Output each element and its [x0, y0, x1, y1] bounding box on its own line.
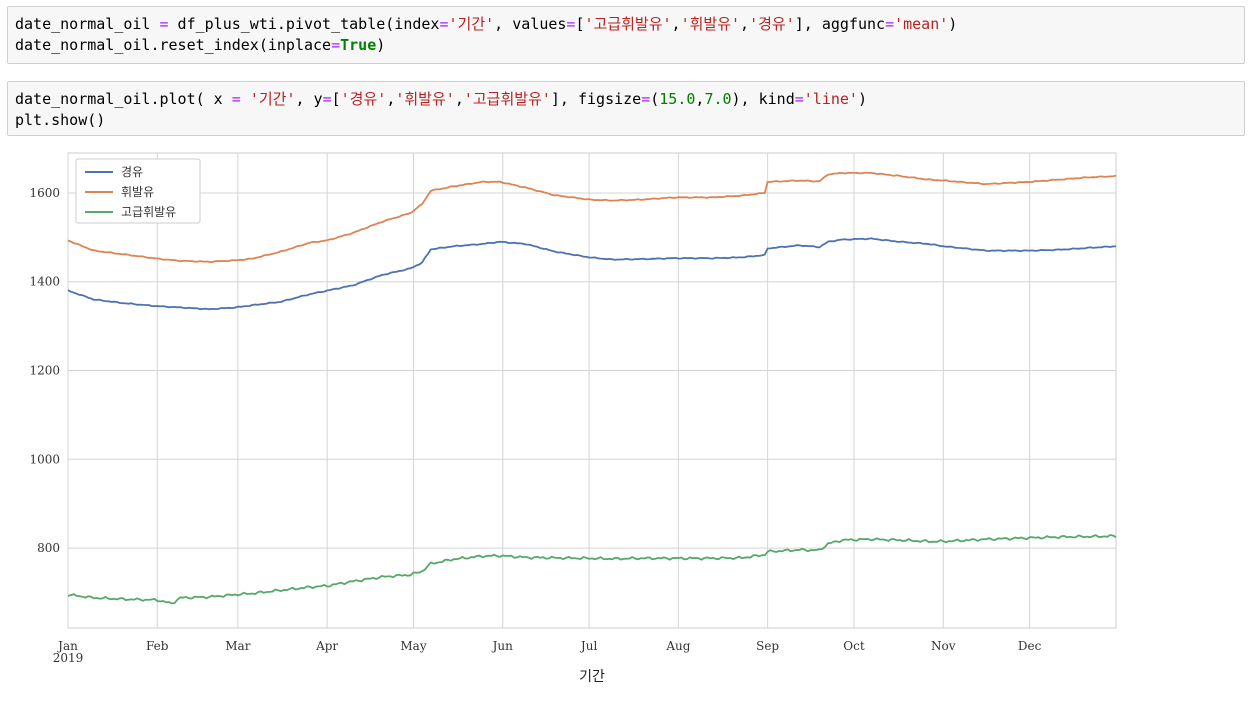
code-token: 'line' [803, 90, 858, 108]
legend-label: 휘발유 [121, 185, 154, 199]
legend-box [75, 158, 201, 224]
code-token: date_normal_oil [15, 15, 160, 33]
code-token: = [159, 15, 169, 33]
code-token: , [386, 90, 396, 108]
x-tick-label: Feb [146, 639, 169, 653]
code-token [241, 90, 250, 108]
y-tick-label: 1000 [29, 452, 60, 466]
code-token: [ [575, 15, 585, 33]
code-token: date_normal_oil.reset_index(inplace [15, 36, 332, 54]
code-token: , [454, 90, 464, 108]
code-token: '경유' [749, 15, 795, 33]
y-tick-label: 1400 [29, 275, 60, 289]
code-token: ) [376, 36, 386, 54]
code-line: date_normal_oil.reset_index(inplace=True… [15, 35, 1237, 56]
code-token: [ [331, 90, 341, 108]
code-token: , [695, 90, 705, 108]
code-token: = [322, 90, 332, 108]
code-token: ) [857, 90, 867, 108]
code-token: , [671, 15, 681, 33]
code-token: date_normal_oil.plot( x [15, 90, 232, 108]
plot-area [67, 152, 1117, 629]
code-token: plt.show() [15, 111, 106, 129]
x-tick-label: Oct [843, 639, 865, 653]
code-token: '고급휘발유' [463, 90, 551, 108]
series-line [67, 171, 1117, 263]
code-token: , values [494, 15, 567, 33]
code-token: ), kind [731, 90, 795, 108]
code-token: '휘발유' [395, 90, 455, 108]
code-token: = [331, 36, 341, 54]
code-token: ], aggfunc [794, 15, 886, 33]
series-line [67, 237, 1116, 311]
code-token: df_plus_wti.pivot_table(index [168, 15, 440, 33]
code-token: = [641, 90, 651, 108]
x-tick-label: Jun [491, 639, 514, 653]
series-line [67, 534, 1117, 605]
code-token: True [340, 36, 377, 54]
code-token: , [740, 15, 750, 33]
code-token: ) [948, 15, 958, 33]
code-line: date_normal_oil.plot( x = '기간', y=['경유',… [15, 89, 1237, 110]
code-token: = [566, 15, 576, 33]
code-line: date_normal_oil = df_plus_wti.pivot_tabl… [15, 14, 1237, 35]
code-token: '기간' [249, 90, 296, 108]
code-token: = [885, 15, 895, 33]
x-tick-label: Jul [579, 639, 598, 653]
code-token: = [794, 90, 804, 108]
x-axis-label: 기간 [579, 669, 605, 685]
code-token: = [231, 90, 241, 108]
code-token: 'mean' [894, 15, 949, 33]
code-token: '경유' [340, 90, 387, 108]
legend-label: 경유 [121, 165, 143, 179]
code-token: , y [295, 90, 323, 108]
x-tick-label: Jan [56, 639, 78, 653]
y-tick-label: 800 [37, 541, 60, 555]
code-cell-2[interactable]: date_normal_oil.plot( x = '기간', y=['경유',… [7, 81, 1245, 136]
x-year-label: 2019 [53, 651, 84, 665]
x-tick-label: Sep [756, 639, 779, 653]
x-tick-label: May [400, 639, 426, 653]
code-line: plt.show() [15, 110, 1237, 131]
code-cell-1[interactable]: date_normal_oil = df_plus_wti.pivot_tabl… [7, 6, 1245, 64]
cell-output: 800 1000 1200 1400 1600 Jan Feb Mar Apr May Jun Ju… [0, 140, 1256, 701]
y-tick-label: 1200 [29, 364, 60, 378]
y-tick-label: 1600 [29, 186, 60, 200]
code-token: '기간' [448, 15, 495, 33]
code-token: ( [650, 90, 660, 108]
code-token: '휘발유' [680, 15, 741, 33]
x-tick-label: Apr [315, 639, 338, 653]
line-chart: 800 1000 1200 1400 1600 Jan Feb Mar Apr May Jun Ju… [29, 152, 1117, 685]
legend-label: 고급휘발유 [121, 205, 176, 219]
x-tick-label: Aug [665, 639, 690, 653]
code-token: ], figsize [550, 90, 642, 108]
x-tick-label: Mar [225, 639, 250, 653]
code-token: 7.0 [704, 90, 732, 108]
x-tick-label: Nov [931, 639, 956, 653]
x-tick-label: Dec [1018, 639, 1042, 653]
code-token: = [439, 15, 449, 33]
code-token: '고급휘발유' [584, 15, 672, 33]
code-token: 15.0 [659, 90, 696, 108]
